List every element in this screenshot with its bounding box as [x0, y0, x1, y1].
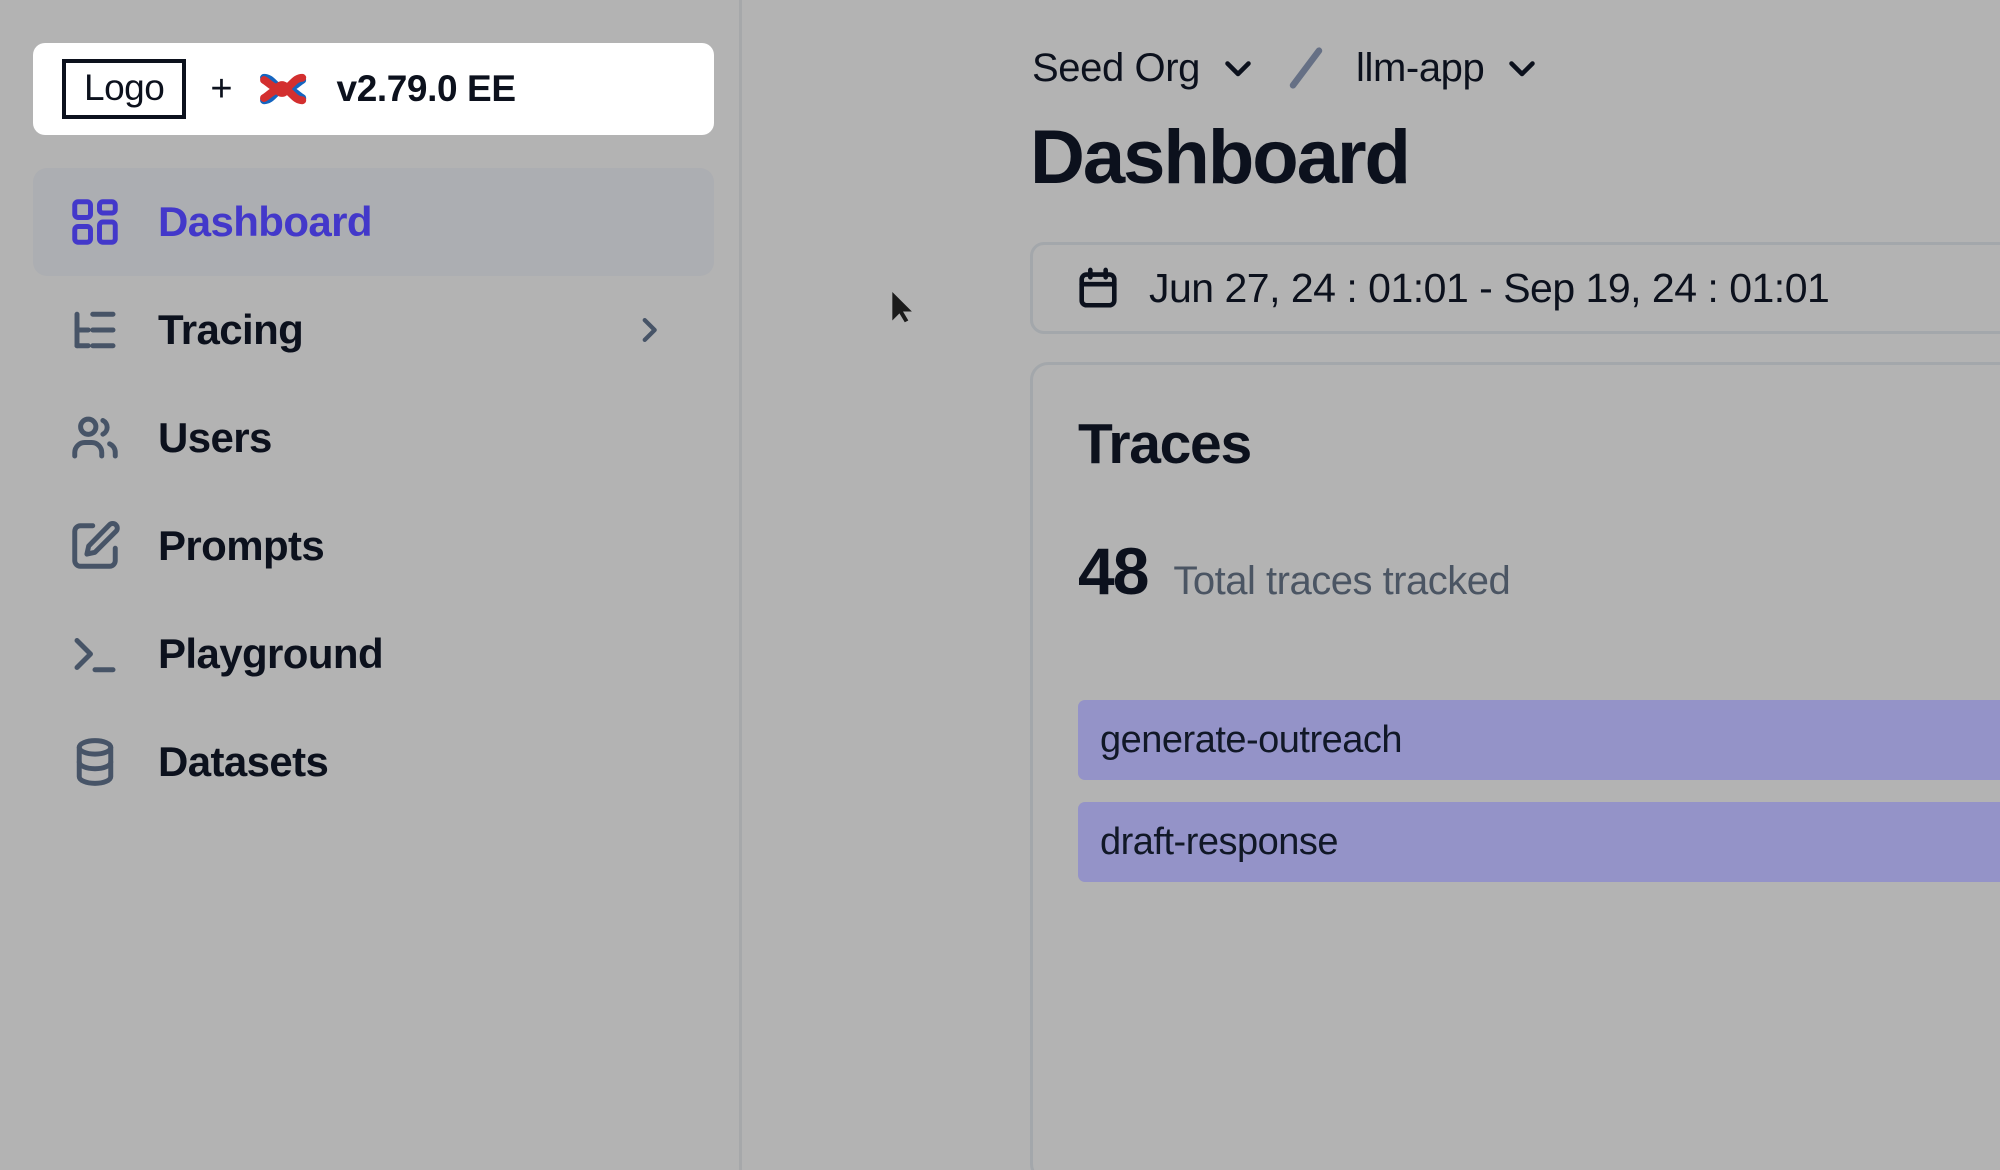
sidebar-nav: Dashboard Tracing Users [33, 168, 714, 816]
layout-dashboard-icon [66, 193, 124, 251]
sidebar-item-tracing[interactable]: Tracing [33, 276, 714, 384]
sidebar-item-label: Tracing [158, 306, 304, 353]
page-title: Dashboard [1030, 115, 1411, 200]
bar-row[interactable]: draft-response [1078, 802, 2000, 882]
logo-card[interactable]: Logo + v2.79.0 EE [33, 43, 714, 135]
sidebar-item-label: Dashboard [158, 198, 373, 245]
traces-metric-value: 48 [1078, 534, 1149, 608]
chevron-down-icon[interactable] [1220, 50, 1256, 86]
sidebar-item-users[interactable]: Users [33, 384, 714, 492]
sidebar-item-playground[interactable]: Playground [33, 600, 714, 708]
bar-label: generate-outreach [1100, 718, 1403, 761]
traces-card: Traces 48 Total traces tracked generate-… [1030, 362, 2000, 1170]
mouse-cursor [892, 292, 914, 324]
plus-symbol: + [210, 67, 233, 110]
chevron-right-icon[interactable] [632, 313, 666, 347]
list-tree-icon [66, 301, 124, 359]
sidebar: Logo + v2.79.0 EE Dashboard [0, 0, 742, 1170]
main-content: Seed Org llm-app Dashboard Jun 27, 24 : … [742, 0, 2000, 1170]
bar-label: draft-response [1100, 820, 1339, 863]
logo-placeholder: Logo [62, 58, 187, 120]
chevron-down-icon[interactable] [1504, 50, 1540, 86]
sidebar-item-label: Datasets [158, 738, 329, 785]
knot-logo-icon [255, 62, 309, 116]
breadcrumb-project-selector[interactable]: llm-app [1356, 46, 1540, 91]
sidebar-item-label: Prompts [158, 522, 325, 569]
sidebar-item-dashboard[interactable]: Dashboard [33, 168, 714, 276]
traces-bar-chart: generate-outreach draft-response [1078, 700, 2000, 904]
breadcrumb-separator-icon [1280, 42, 1332, 94]
sidebar-item-label: Users [158, 414, 272, 461]
traces-metric: 48 Total traces tracked [1078, 533, 1511, 609]
date-range-picker[interactable]: Jun 27, 24 : 01:01 - Sep 19, 24 : 01:01 [1030, 242, 2000, 334]
breadcrumb-org-label: Seed Org [1032, 45, 1201, 90]
version-label: v2.79.0 EE [336, 68, 516, 109]
sidebar-item-datasets[interactable]: Datasets [33, 708, 714, 816]
terminal-icon [66, 625, 124, 683]
traces-metric-label: Total traces tracked [1173, 559, 1511, 603]
sidebar-item-prompts[interactable]: Prompts [33, 492, 714, 600]
breadcrumb-org-selector[interactable]: Seed Org [1032, 46, 1256, 91]
traces-card-title: Traces [1078, 412, 1252, 476]
breadcrumb: Seed Org llm-app [1032, 42, 1540, 94]
bar-row[interactable]: generate-outreach [1078, 700, 2000, 780]
square-pen-icon [66, 517, 124, 575]
date-range-value: Jun 27, 24 : 01:01 - Sep 19, 24 : 01:01 [1149, 264, 1830, 311]
database-icon [66, 733, 124, 791]
breadcrumb-project-label: llm-app [1356, 45, 1485, 90]
users-icon [66, 409, 124, 467]
calendar-icon [1075, 265, 1121, 311]
sidebar-item-label: Playground [158, 630, 384, 677]
